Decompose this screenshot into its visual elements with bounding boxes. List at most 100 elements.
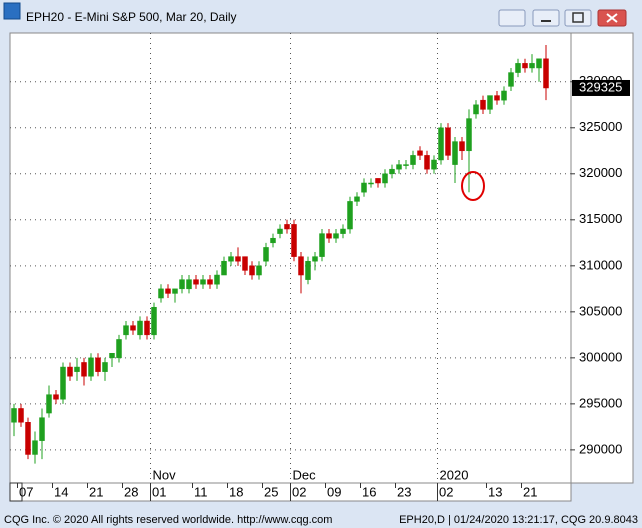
- highlight-circle: [461, 171, 485, 201]
- candle-body: [466, 118, 472, 152]
- candle-body: [382, 173, 388, 184]
- candle-body: [144, 320, 150, 336]
- x-tick-label: 02: [292, 484, 306, 499]
- candle-body: [438, 127, 444, 161]
- candle-body: [543, 58, 549, 89]
- x-tick-label: 28: [124, 484, 138, 499]
- x-tick-label: 07: [19, 484, 33, 499]
- candle-body: [424, 155, 430, 170]
- y-tick-label: 305000: [579, 303, 622, 318]
- candle-body: [270, 237, 276, 244]
- y-tick-label: 295000: [579, 395, 622, 410]
- candle-body: [39, 417, 45, 441]
- candle-body: [375, 178, 381, 184]
- x-tick-label: 18: [229, 484, 243, 499]
- window-buttons[interactable]: [498, 9, 627, 27]
- candle-body: [417, 150, 423, 156]
- x-tick-label: 09: [327, 484, 341, 499]
- candle-body: [396, 164, 402, 170]
- candle-body: [53, 394, 59, 400]
- x-tick-label: 13: [488, 484, 502, 499]
- x-tick-label: 21: [89, 484, 103, 499]
- maximize-button[interactable]: [564, 9, 592, 27]
- candle-body: [494, 95, 500, 101]
- candle-body: [179, 279, 185, 290]
- candle-body: [25, 422, 31, 455]
- scroll-box[interactable]: [9, 482, 23, 502]
- candle-body: [291, 224, 297, 257]
- candle-body: [249, 265, 255, 276]
- candle-body: [501, 90, 507, 101]
- candle-body: [11, 408, 17, 423]
- candle-body: [347, 201, 353, 230]
- x-tick-label: 21: [523, 484, 537, 499]
- x-tick-label: 01: [152, 484, 166, 499]
- candle-body: [508, 72, 514, 87]
- candle-body: [522, 63, 528, 69]
- candle-body: [235, 256, 241, 262]
- candle-body: [165, 288, 171, 294]
- candle-body: [452, 141, 458, 165]
- candle-body: [529, 63, 535, 69]
- app-icon: [3, 2, 21, 20]
- candle-body: [319, 233, 325, 257]
- price-axis: [570, 32, 634, 484]
- candle-body: [123, 325, 129, 336]
- candle-body: [207, 279, 213, 285]
- candle-body: [389, 168, 395, 175]
- y-tick-label: 320000: [579, 165, 622, 180]
- candle-body: [32, 440, 38, 455]
- candle-body: [88, 357, 94, 377]
- candle-body: [242, 256, 248, 271]
- candle-body: [487, 95, 493, 110]
- candle-body: [116, 339, 122, 359]
- candle-body: [333, 233, 339, 239]
- candle-body: [326, 233, 332, 239]
- candle-body: [109, 352, 115, 359]
- candle-body: [536, 58, 542, 69]
- candle-body: [410, 155, 416, 165]
- candle-body: [102, 362, 108, 372]
- candle-body: [137, 320, 143, 336]
- candle-body: [361, 182, 367, 193]
- link-button[interactable]: [498, 9, 526, 27]
- candle-body: [277, 228, 283, 234]
- candle-body: [172, 288, 178, 294]
- month-label: Nov: [153, 467, 177, 482]
- candle-body: [186, 279, 192, 290]
- candle-body: [18, 408, 24, 423]
- candle-body: [200, 279, 206, 285]
- y-tick-label: 300000: [579, 349, 622, 364]
- candle-body: [130, 325, 136, 331]
- x-tick-label: 14: [54, 484, 68, 499]
- candle-body: [67, 366, 73, 377]
- y-tick-label: 310000: [579, 257, 622, 272]
- window-title: EPH20 - E-Mini S&P 500, Mar 20, Daily: [26, 10, 237, 24]
- status-right: EPH20,D | 01/24/2020 13:21:17, CQG 20.9.…: [399, 514, 638, 526]
- icon: [572, 12, 584, 23]
- x-tick-label: 25: [264, 484, 278, 499]
- candle-body: [221, 260, 227, 276]
- candle-body: [403, 164, 409, 166]
- candle-body: [445, 127, 451, 156]
- candle-body: [46, 394, 52, 414]
- candle-body: [60, 366, 66, 400]
- minimize-button[interactable]: [532, 9, 560, 27]
- candle-body: [263, 247, 269, 262]
- icon: [606, 13, 618, 23]
- candle-body: [151, 306, 157, 336]
- last-price-box: [572, 79, 630, 96]
- month-label: Dec: [293, 467, 317, 482]
- x-tick-label: 23: [397, 484, 411, 499]
- candle-body: [95, 357, 101, 372]
- candle-body: [214, 274, 220, 285]
- candle-body: [256, 265, 262, 276]
- candle-body: [368, 182, 374, 185]
- candle-body: [305, 260, 311, 280]
- x-tick-label: 02: [439, 484, 453, 499]
- candle-body: [473, 104, 479, 115]
- month-label: 2020: [440, 467, 469, 482]
- candle-body: [459, 141, 465, 152]
